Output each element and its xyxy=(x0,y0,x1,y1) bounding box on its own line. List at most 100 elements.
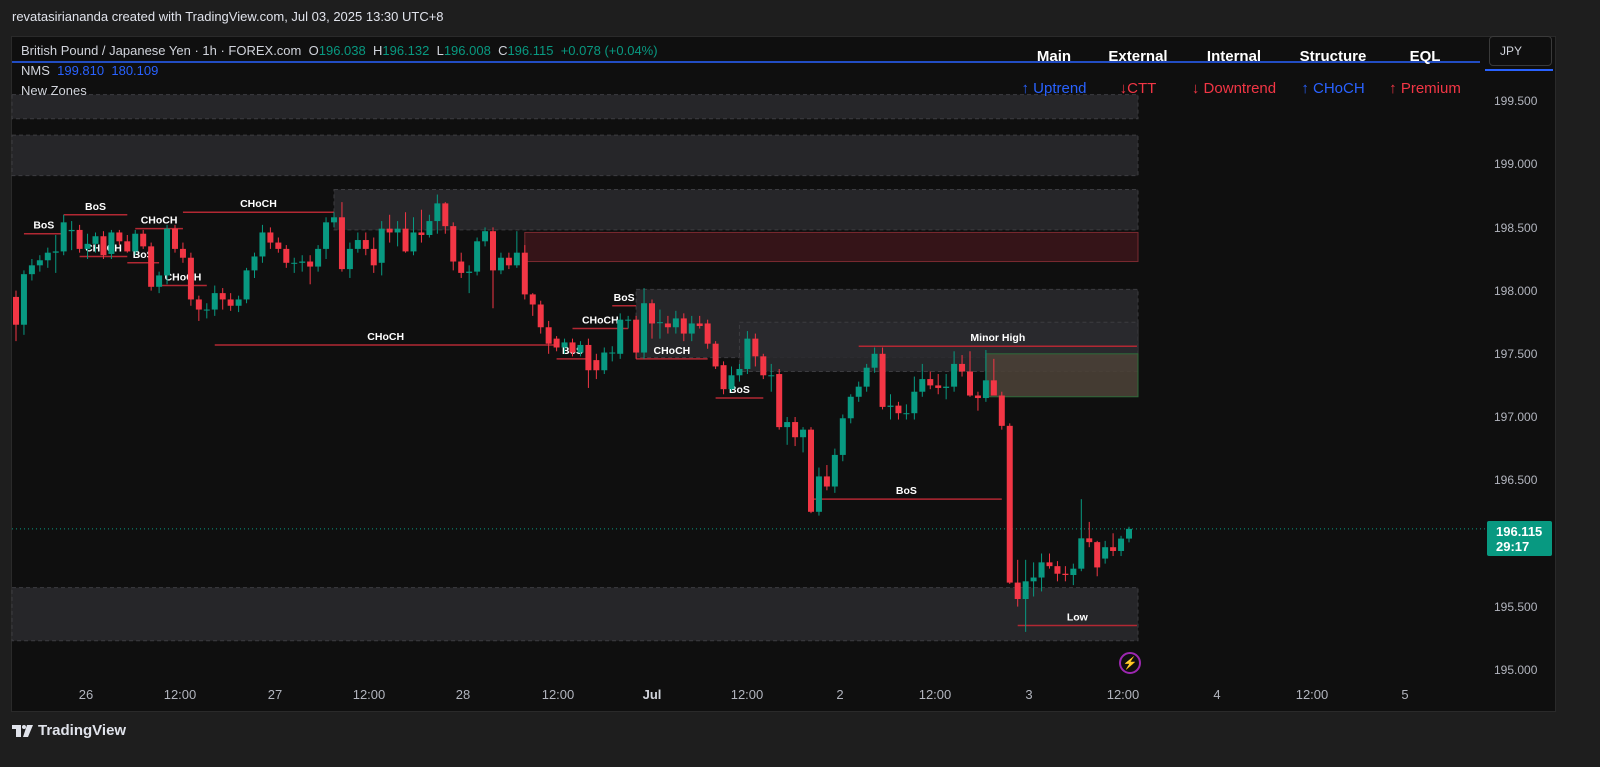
candle xyxy=(815,467,822,516)
candle xyxy=(656,309,663,339)
candle-body xyxy=(688,323,695,334)
table-header-external: External xyxy=(1108,48,1168,65)
candle xyxy=(386,214,393,243)
candle-body xyxy=(1102,547,1109,559)
candle xyxy=(919,363,926,397)
zones-layer xyxy=(11,94,1139,642)
candle xyxy=(561,338,568,354)
candle xyxy=(76,224,83,253)
nms-indicator[interactable]: NMS 199.810 180.109 xyxy=(21,61,658,81)
footer-brand-text: TradingView xyxy=(38,722,127,739)
candle-body xyxy=(426,221,433,235)
candle xyxy=(855,381,862,402)
lightning-alert-icon[interactable]: ⚡ xyxy=(1119,652,1141,674)
candle xyxy=(92,232,99,253)
candle-body xyxy=(593,360,600,371)
open-label: O xyxy=(308,43,319,58)
candle xyxy=(164,224,171,285)
currency-button[interactable]: JPY xyxy=(1489,36,1552,66)
candle xyxy=(784,417,791,445)
candle xyxy=(227,293,234,311)
zone-zone xyxy=(11,587,1139,642)
structure-label: CHoCH xyxy=(165,272,202,284)
nms-value-1: 199.810 xyxy=(57,63,105,78)
candle xyxy=(1094,540,1101,577)
candle xyxy=(943,374,950,400)
price-tick: 195.000 xyxy=(1494,663,1538,677)
candle xyxy=(195,295,202,321)
candle-body xyxy=(641,303,648,353)
candle xyxy=(60,214,67,256)
time-tick: 3 xyxy=(1025,687,1033,702)
price-tick: 198.000 xyxy=(1494,284,1538,298)
table-value-main: ↑ Uptrend xyxy=(1021,80,1087,97)
candle-body xyxy=(903,413,910,415)
new-zones-indicator[interactable]: New Zones xyxy=(21,83,87,98)
price-tick: 198.500 xyxy=(1494,221,1538,235)
candle-body xyxy=(537,304,544,328)
price-axis[interactable] xyxy=(1480,36,1556,696)
candle xyxy=(378,221,385,276)
candle-body xyxy=(879,353,886,407)
time-tick: 12:00 xyxy=(1295,687,1329,702)
candle xyxy=(315,245,322,272)
candle xyxy=(1006,423,1013,584)
candle-body xyxy=(1046,562,1053,567)
candle-body xyxy=(418,232,425,235)
candle-body xyxy=(752,338,759,357)
supply-zone xyxy=(524,231,1139,263)
candle xyxy=(649,299,655,339)
candle xyxy=(474,237,481,276)
structure-label: BoS xyxy=(614,292,635,304)
candle xyxy=(537,300,544,334)
candle-body xyxy=(331,217,337,223)
candle-body xyxy=(76,229,83,249)
candle xyxy=(959,355,966,377)
zone-zone xyxy=(333,188,1139,231)
candle-body xyxy=(52,251,59,253)
candle-body xyxy=(458,261,465,273)
nms-value-2: 180.109 xyxy=(111,63,159,78)
candle xyxy=(13,290,19,342)
candle xyxy=(346,242,353,278)
candle xyxy=(394,221,401,247)
candle xyxy=(307,255,314,285)
candle-body xyxy=(1078,538,1085,569)
low-value: 196.008 xyxy=(443,43,491,58)
candle xyxy=(744,331,751,375)
candle-body xyxy=(847,396,854,419)
candle xyxy=(847,394,854,424)
candle xyxy=(354,232,361,253)
time-tick: 27 xyxy=(267,687,283,702)
candle-body xyxy=(967,371,973,396)
zone-zone xyxy=(11,134,1139,177)
structure-label: BoS xyxy=(896,485,917,497)
candle xyxy=(124,234,131,253)
candle-body xyxy=(434,203,441,222)
candle-body xyxy=(44,252,51,261)
candle xyxy=(728,366,735,392)
candle-body xyxy=(585,344,592,371)
candle xyxy=(418,209,425,243)
candle-body xyxy=(124,241,131,252)
candle xyxy=(641,288,648,359)
candle xyxy=(442,202,449,234)
symbol-title[interactable]: British Pound / Japanese Yen · 1h · FORE… xyxy=(21,43,302,58)
candle xyxy=(84,233,91,259)
candle-body xyxy=(36,260,43,266)
candle xyxy=(680,313,687,342)
candle-body xyxy=(720,365,727,390)
close-label: C xyxy=(498,43,508,58)
footer-brand[interactable]: TradingView xyxy=(12,722,126,739)
candle-body xyxy=(800,429,807,438)
table-value-internal: ↓ Downtrend xyxy=(1191,80,1277,97)
candle-body xyxy=(768,375,775,377)
candle-body xyxy=(982,380,989,399)
candle-body xyxy=(307,261,314,267)
candle xyxy=(664,315,671,334)
candle-body xyxy=(410,232,417,252)
candle xyxy=(967,351,973,397)
structure-label: CHoCH xyxy=(654,345,691,357)
candle-body xyxy=(871,353,878,368)
